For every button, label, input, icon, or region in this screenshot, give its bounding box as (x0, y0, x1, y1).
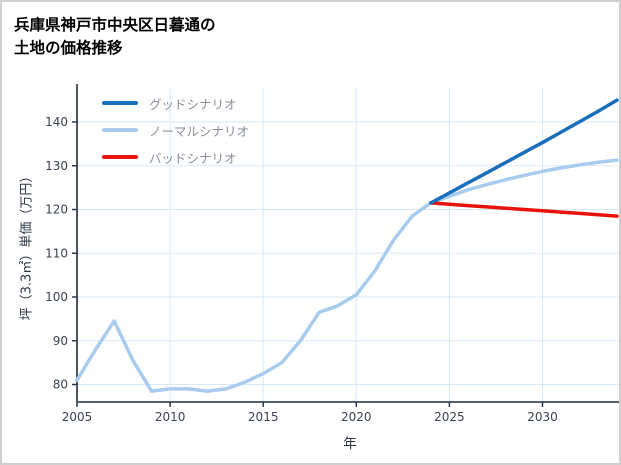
legend: グッドシナリオ ノーマルシナリオ バッドシナリオ (102, 94, 249, 166)
legend-line-bad-scenario (102, 155, 138, 159)
x-tick-label: 2010 (155, 410, 186, 424)
legend-item-bad-scenario: バッドシナリオ (102, 148, 249, 166)
x-tick-label: 2030 (527, 410, 558, 424)
page-title: 兵庫県神戸市中央区日暮通の 土地の価格推移 (14, 14, 216, 61)
series-line-bad-scenario (429, 201, 619, 218)
x-tick-label: 2020 (341, 410, 372, 424)
legend-label-normal-scenario: ノーマルシナリオ (149, 123, 250, 139)
legend-item-good-scenario: グッドシナリオ (102, 94, 249, 112)
page-title-line2: 土地の価格推移 (14, 39, 123, 58)
legend-line-normal-scenario (102, 128, 138, 132)
legend-label-good-scenario: グッドシナリオ (149, 96, 237, 112)
y-tick-label: 140 (45, 115, 68, 129)
y-axis-label: 坪（3.3㎡）単価（万円） (19, 169, 35, 321)
legend-label-bad-scenario: バッドシナリオ (149, 150, 237, 166)
page-title-line1: 兵庫県神戸市中央区日暮通の (14, 16, 216, 34)
y-tick-label: 130 (45, 159, 68, 173)
y-tick-label: 120 (45, 203, 68, 217)
x-tick-label: 2025 (434, 410, 465, 424)
y-tick-label: 80 (53, 378, 68, 392)
y-tick-label: 90 (53, 334, 68, 348)
series-line-good-scenario (429, 98, 619, 205)
legend-item-normal-scenario: ノーマルシナリオ (102, 121, 249, 139)
x-tick-label: 2005 (62, 410, 93, 424)
series-line-normal-scenario (75, 158, 619, 393)
legend-line-good-scenario (102, 101, 138, 105)
x-axis-label: 年 (343, 436, 357, 452)
y-tick-label: 100 (45, 290, 68, 304)
x-tick-label: 2015 (248, 410, 279, 424)
y-tick-label: 110 (45, 246, 68, 260)
